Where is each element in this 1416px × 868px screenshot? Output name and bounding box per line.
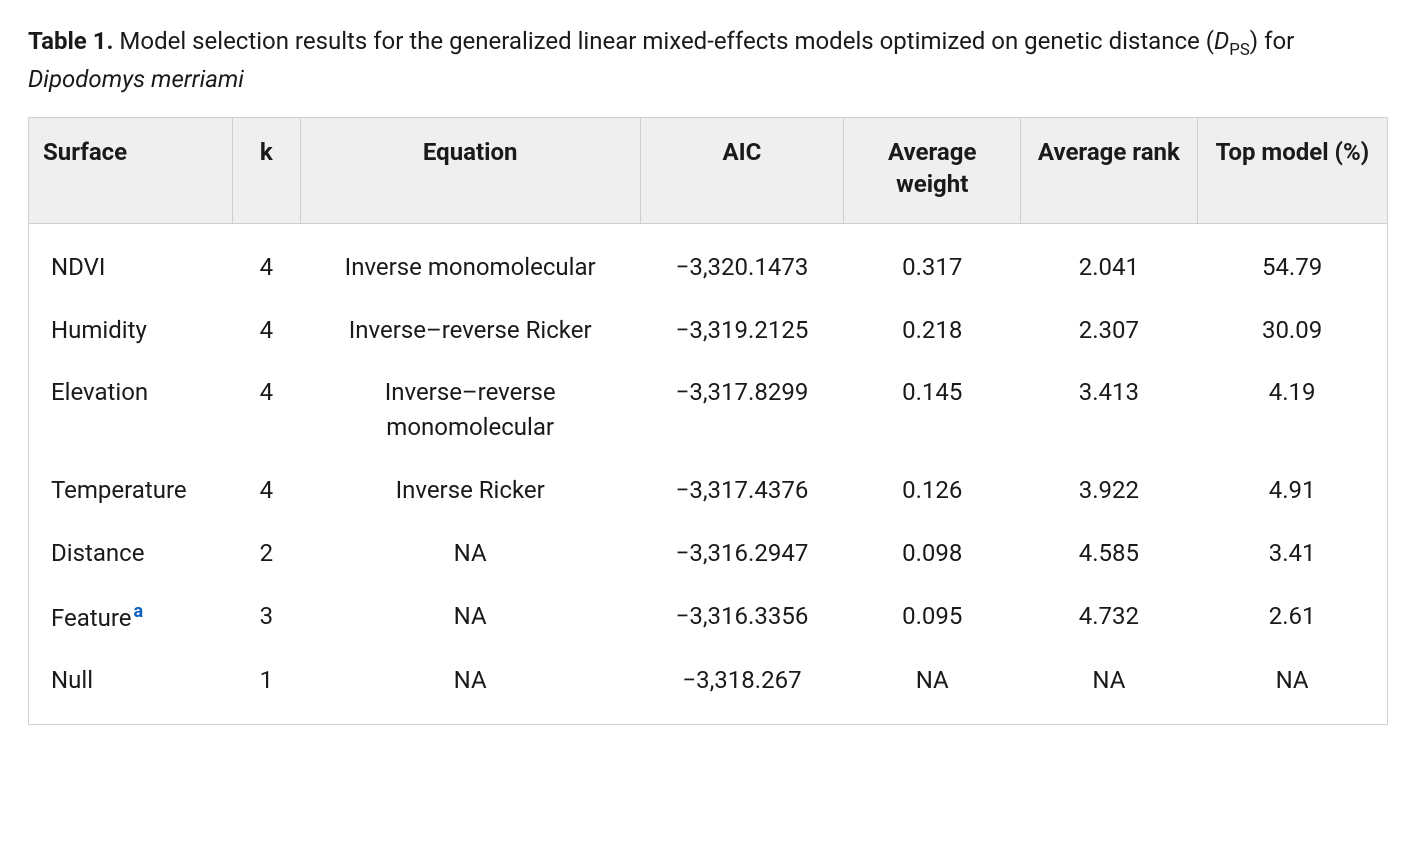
cell-surface: Null [29,649,233,724]
cell-k: 4 [232,361,300,459]
cell-surface-text: Null [51,666,93,694]
caption-label: Table 1. [28,27,113,55]
cell-surface: Humidity [29,299,233,362]
cell-avg-weight: 0.098 [844,522,1021,585]
col-header-k: k [232,117,300,223]
cell-avg-weight: 0.145 [844,361,1021,459]
table-row: Humidity 4Inverse–reverse Ricker−3,319.21… [29,299,1388,362]
cell-k: 4 [232,459,300,522]
table-header: Surface k Equation AIC Average weight Av… [29,117,1388,223]
cell-avg-rank: 4.732 [1021,585,1198,650]
cell-equation: Inverse Ricker [300,459,640,522]
cell-equation: Inverse monomolecular [300,223,640,298]
cell-top-model: 4.91 [1197,459,1387,522]
cell-avg-rank: 3.922 [1021,459,1198,522]
table-row: Featurea3NA−3,316.33560.0954.7322.61 [29,585,1388,650]
cell-k: 2 [232,522,300,585]
cell-surface: Distance [29,522,233,585]
table-row: NDVI 4Inverse monomolecular−3,320.14730.3… [29,223,1388,298]
cell-top-model: 54.79 [1197,223,1387,298]
cell-surface-text: Humidity [51,316,147,344]
col-header-equation: Equation [300,117,640,223]
col-header-surface: Surface [29,117,233,223]
cell-k: 4 [232,223,300,298]
col-header-aic: AIC [640,117,844,223]
cell-aic: −3,319.2125 [640,299,844,362]
table-row: Temperature 4Inverse Ricker−3,317.43760.1… [29,459,1388,522]
cell-avg-rank: NA [1021,649,1198,724]
cell-avg-rank: 4.585 [1021,522,1198,585]
cell-avg-weight: 0.317 [844,223,1021,298]
cell-avg-rank: 3.413 [1021,361,1198,459]
table-body: NDVI4Inverse monomolecular−3,320.14730.3… [29,223,1388,724]
caption-text-1: Model selection results for the generali… [113,27,1213,55]
cell-top-model: 2.61 [1197,585,1387,650]
cell-equation: NA [300,585,640,650]
table-row: Null1NA−3,318.267NANANA [29,649,1388,724]
cell-avg-weight: 0.126 [844,459,1021,522]
cell-avg-weight: 0.095 [844,585,1021,650]
cell-surface: Elevation [29,361,233,459]
caption-species: Dipodomys merriami [28,65,244,93]
table-caption: Table 1. Model selection results for the… [28,24,1388,97]
cell-equation: Inverse–reverse monomolecular [300,361,640,459]
cell-top-model: 4.19 [1197,361,1387,459]
caption-text-2: ) for [1250,27,1294,55]
col-header-top-model: Top model (%) [1197,117,1387,223]
cell-surface-text: Elevation [51,378,148,406]
col-header-avg-weight: Average weight [844,117,1021,223]
cell-surface: Featurea [29,585,233,650]
cell-k: 1 [232,649,300,724]
cell-surface: Temperature [29,459,233,522]
cell-avg-rank: 2.307 [1021,299,1198,362]
cell-k: 3 [232,585,300,650]
caption-dps-subscript: PS [1229,40,1250,60]
cell-surface: NDVI [29,223,233,298]
cell-equation: Inverse–reverse Ricker [300,299,640,362]
cell-top-model: NA [1197,649,1387,724]
cell-avg-weight: NA [844,649,1021,724]
cell-aic: −3,317.8299 [640,361,844,459]
table-row: Elevation 4Inverse–reverse monomolecular−… [29,361,1388,459]
cell-equation: NA [300,522,640,585]
cell-aic: −3,316.3356 [640,585,844,650]
cell-equation: NA [300,649,640,724]
cell-surface-text: NDVI [51,253,105,281]
cell-top-model: 30.09 [1197,299,1387,362]
cell-avg-rank: 2.041 [1021,223,1198,298]
cell-aic: −3,316.2947 [640,522,844,585]
footnote-marker[interactable]: a [134,601,144,622]
cell-avg-weight: 0.218 [844,299,1021,362]
cell-aic: −3,320.1473 [640,223,844,298]
col-header-avg-rank: Average rank [1021,117,1198,223]
cell-k: 4 [232,299,300,362]
caption-dps-symbol: D [1214,27,1229,55]
cell-surface-text: Feature [51,604,132,632]
cell-surface-text: Temperature [51,476,187,504]
cell-top-model: 3.41 [1197,522,1387,585]
cell-aic: −3,318.267 [640,649,844,724]
cell-aic: −3,317.4376 [640,459,844,522]
table-row: Distance 2NA−3,316.29470.0984.5853.41 [29,522,1388,585]
cell-surface-text: Distance [51,539,144,567]
model-selection-table: Surface k Equation AIC Average weight Av… [28,117,1388,725]
